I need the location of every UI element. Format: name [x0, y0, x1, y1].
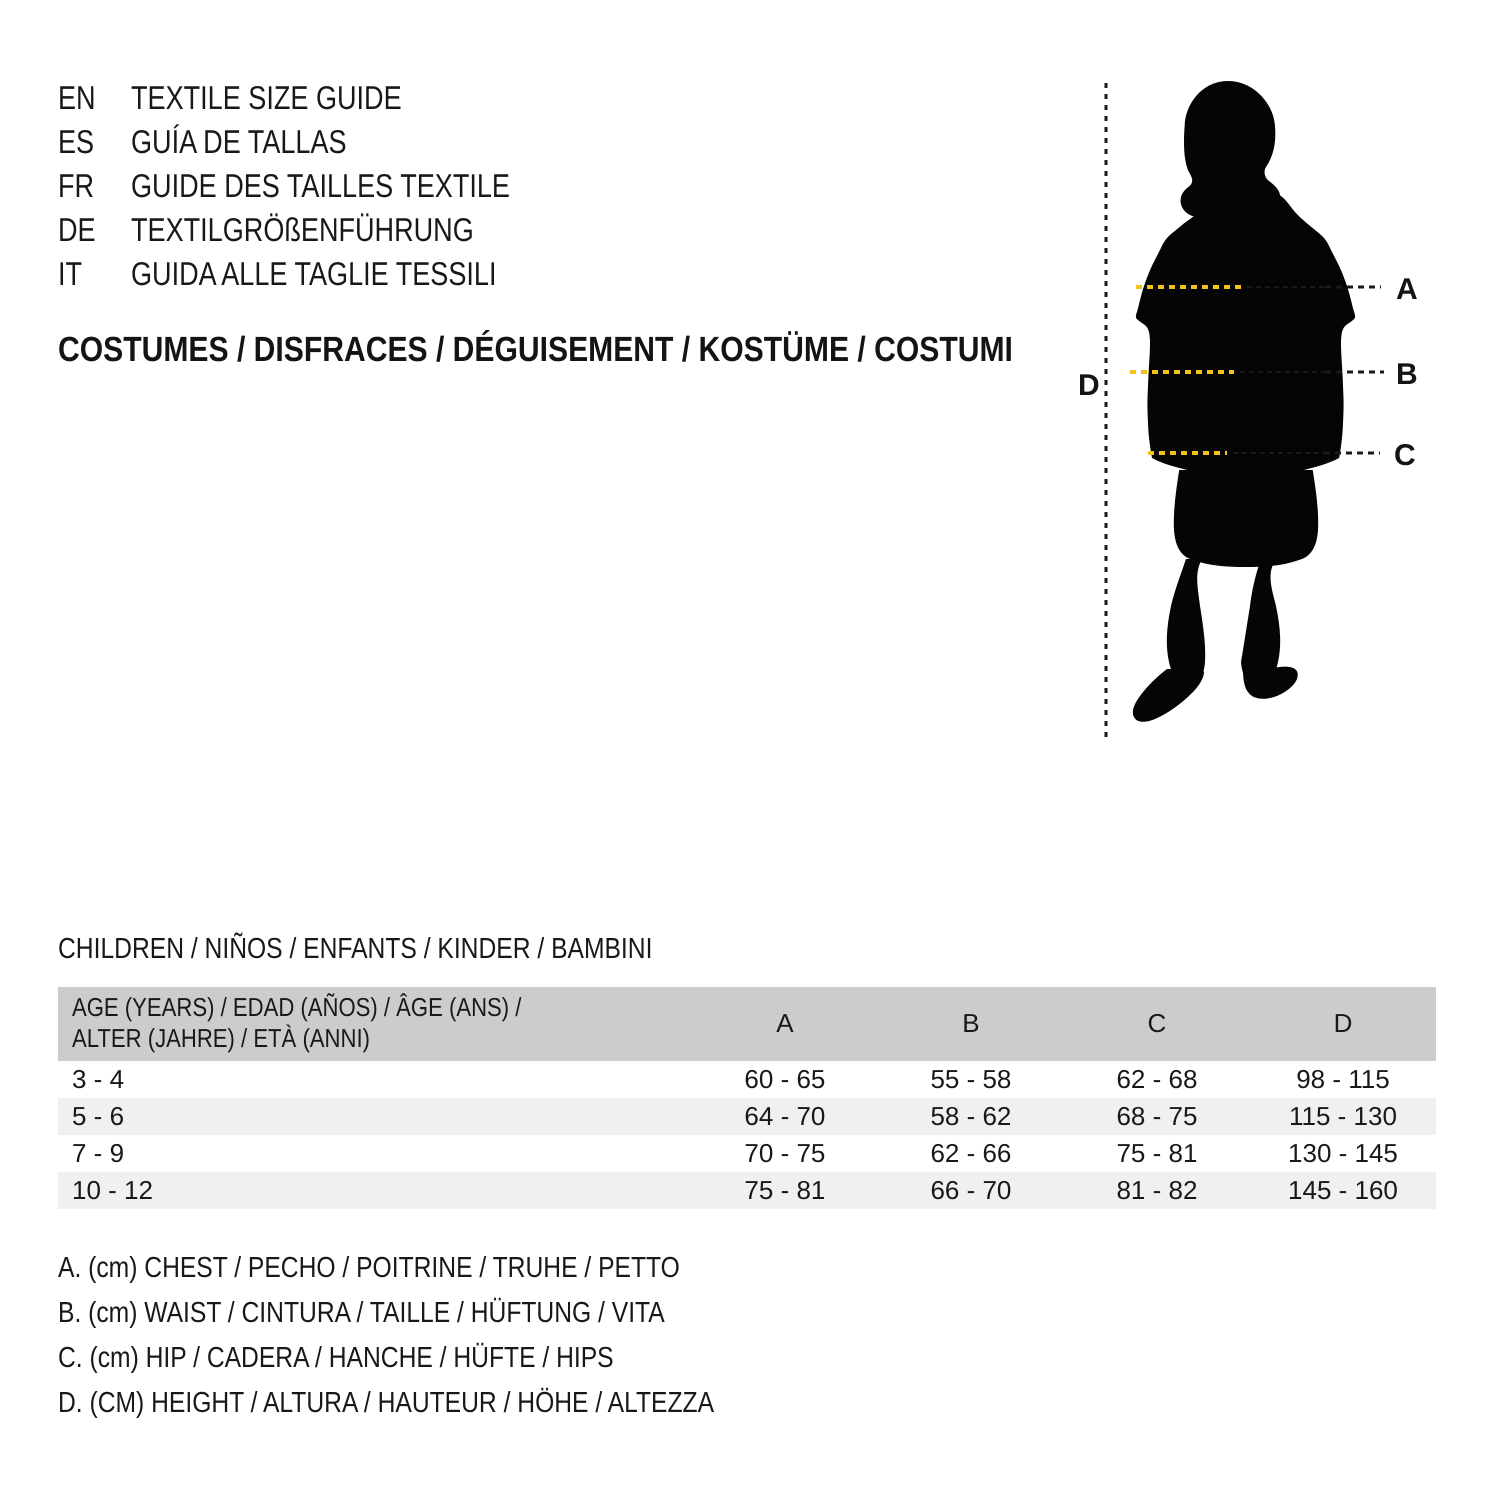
- svg-text:D: D: [1080, 369, 1100, 402]
- svg-text:B: B: [1396, 358, 1418, 391]
- svg-text:C: C: [1394, 439, 1416, 472]
- svg-text:A: A: [1396, 273, 1418, 306]
